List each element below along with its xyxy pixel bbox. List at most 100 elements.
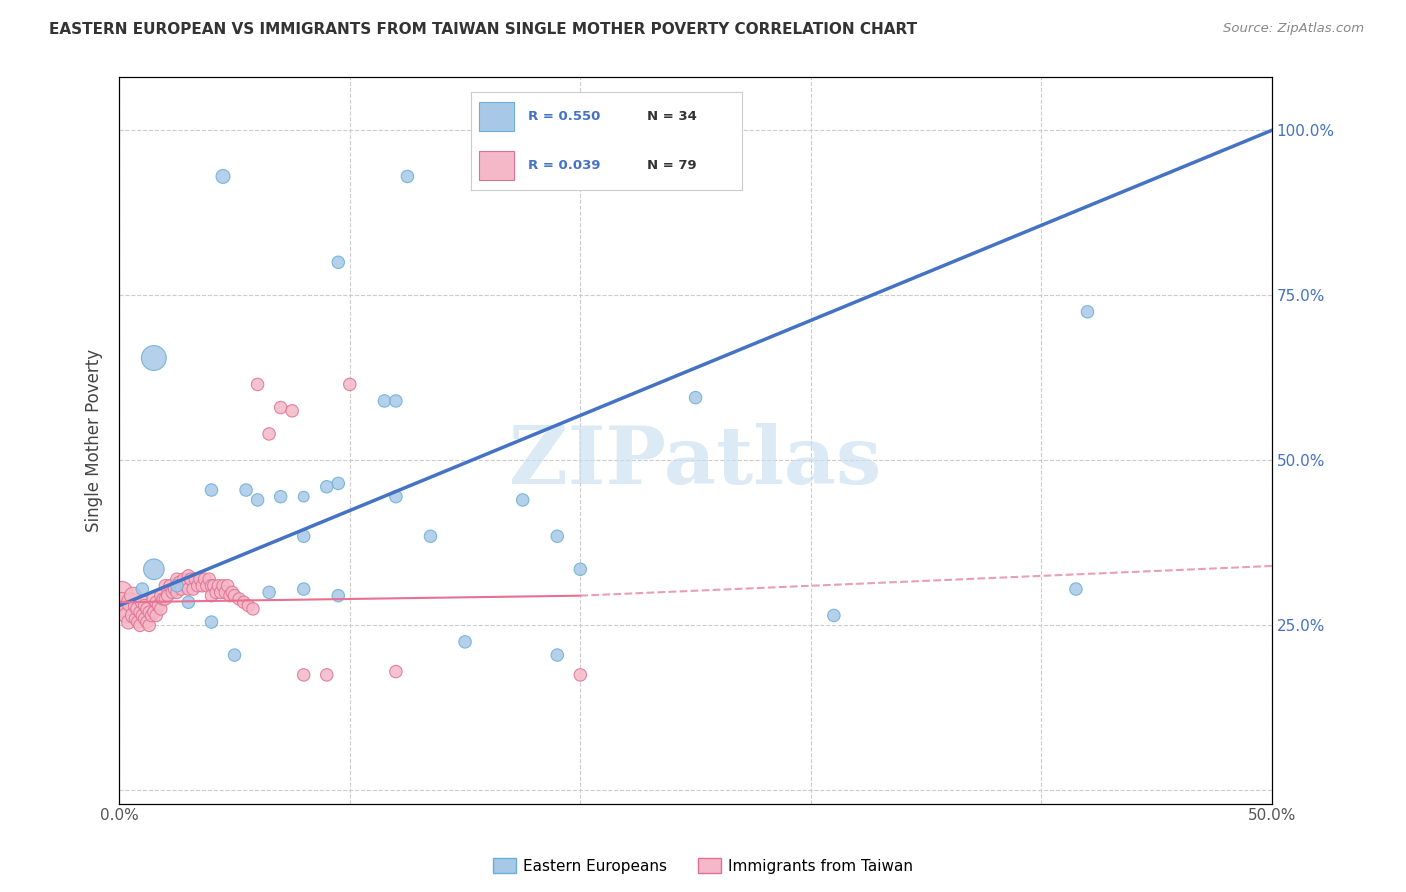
Point [219,589,242,603]
Point [115,608,138,623]
Point [235,483,257,497]
Point [122,608,145,623]
Point [292,668,315,682]
Point [200,579,222,593]
Point [141,608,163,623]
Point [142,591,165,606]
Point [1076,305,1098,319]
Point [184,572,207,586]
Point [110,595,132,609]
Point [138,605,160,619]
Point [823,608,845,623]
Point [228,591,250,606]
Point [191,579,214,593]
Point [159,579,181,593]
Point [209,585,232,599]
Point [195,579,218,593]
Point [149,589,172,603]
Point [1064,582,1087,596]
Point [315,480,337,494]
Point [200,589,222,603]
Point [163,582,186,596]
Point [166,572,188,586]
Point [173,572,195,586]
Point [124,612,146,626]
Point [281,404,304,418]
Point [292,490,315,504]
Point [136,615,159,629]
Point [131,582,153,596]
Point [270,401,292,415]
Point [127,602,149,616]
Point [546,529,568,543]
Point [110,585,132,599]
Point [170,582,193,596]
Point [315,668,337,682]
Point [177,595,200,609]
Point [257,426,280,441]
Point [205,585,228,599]
Point [124,599,146,613]
Point [198,572,221,586]
Point [131,608,153,623]
Point [155,579,177,593]
Point [188,572,211,586]
Point [156,589,179,603]
Point [136,602,159,616]
Point [419,529,441,543]
Point [120,595,142,609]
Point [152,591,174,606]
Point [129,605,152,619]
Point [217,579,239,593]
Point [207,579,229,593]
Y-axis label: Single Mother Poverty: Single Mother Poverty [86,349,103,533]
Legend: Eastern Europeans, Immigrants from Taiwan: Eastern Europeans, Immigrants from Taiwa… [486,852,920,880]
Point [270,490,292,504]
Point [212,579,235,593]
Point [138,618,160,632]
Point [685,391,707,405]
Point [546,648,568,662]
Point [238,599,260,613]
Point [193,572,215,586]
Point [339,377,361,392]
Point [127,615,149,629]
Point [242,602,264,616]
Point [292,529,315,543]
Point [385,393,408,408]
Text: ZIPatlas: ZIPatlas [509,424,882,501]
Point [117,615,139,629]
Text: EASTERN EUROPEAN VS IMMIGRANTS FROM TAIWAN SINGLE MOTHER POVERTY CORRELATION CHA: EASTERN EUROPEAN VS IMMIGRANTS FROM TAIW… [49,22,917,37]
Point [142,562,165,576]
Point [200,615,222,629]
Point [569,562,592,576]
Point [142,605,165,619]
Point [180,572,202,586]
Point [177,582,200,596]
Point [131,595,153,609]
Point [224,589,246,603]
Point [167,575,190,590]
Point [454,635,477,649]
Point [202,579,225,593]
Point [328,476,350,491]
Point [129,618,152,632]
Point [162,585,184,599]
Point [512,492,534,507]
Point [328,255,350,269]
Point [166,585,188,599]
Point [174,579,197,593]
Point [569,668,592,682]
Point [232,595,254,609]
Point [148,599,170,613]
Point [134,612,156,626]
Point [212,169,235,184]
Point [396,169,419,184]
Point [122,589,145,603]
Point [328,589,350,603]
Point [200,483,222,497]
Point [224,648,246,662]
Point [221,585,243,599]
Point [246,492,269,507]
Point [373,393,395,408]
